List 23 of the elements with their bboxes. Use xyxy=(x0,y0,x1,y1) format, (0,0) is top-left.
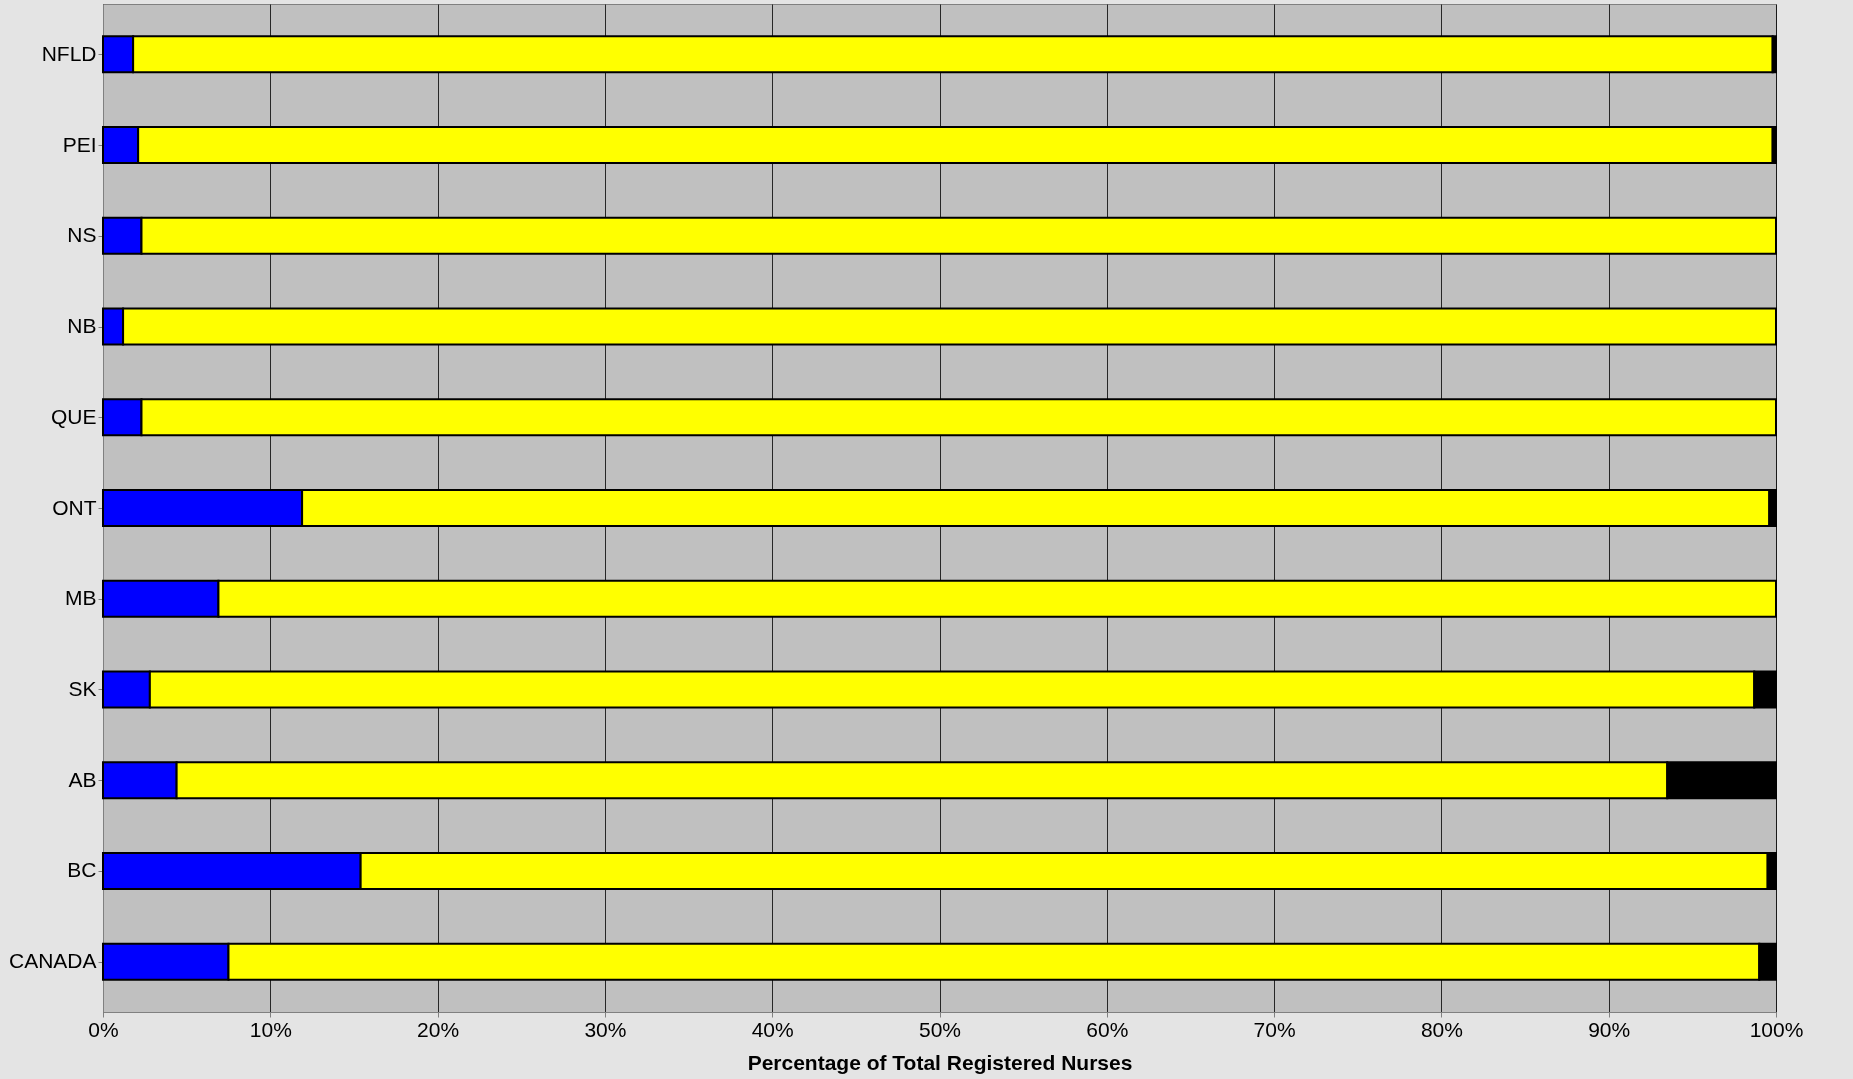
x-tick-label: 90% xyxy=(1588,1017,1631,1041)
x-tick-label: 20% xyxy=(417,1017,460,1041)
y-tick-label: ONT xyxy=(52,495,97,519)
y-tick-label: PEI xyxy=(62,132,97,156)
y-tick-label: NFLD xyxy=(41,41,97,65)
y-tick-label: SK xyxy=(68,676,97,700)
x-tick-label: 60% xyxy=(1086,1017,1129,1041)
x-tick-label: 70% xyxy=(1253,1017,1296,1041)
x-tick-label: 50% xyxy=(918,1017,962,1041)
x-tick-label: 30% xyxy=(584,1017,627,1041)
y-tick-label: AB xyxy=(68,767,97,791)
x-tick-label: 10% xyxy=(249,1017,292,1041)
x-tick-label: 100% xyxy=(1749,1017,1804,1041)
y-tick-label: CANADA xyxy=(8,949,97,973)
y-tick-label: BC xyxy=(67,858,97,882)
y-tick-label: NB xyxy=(67,314,97,338)
y-tick-label: MB xyxy=(65,586,97,610)
x-tick-label: 40% xyxy=(751,1017,794,1041)
x-tick-label: 80% xyxy=(1420,1017,1463,1041)
y-tick-label: NS xyxy=(67,223,97,247)
y-tick-label: QUE xyxy=(50,404,97,428)
x-tick-label: 0% xyxy=(88,1017,119,1041)
x-axis-title: Percentage of Total Registered Nurses xyxy=(747,1050,1133,1074)
